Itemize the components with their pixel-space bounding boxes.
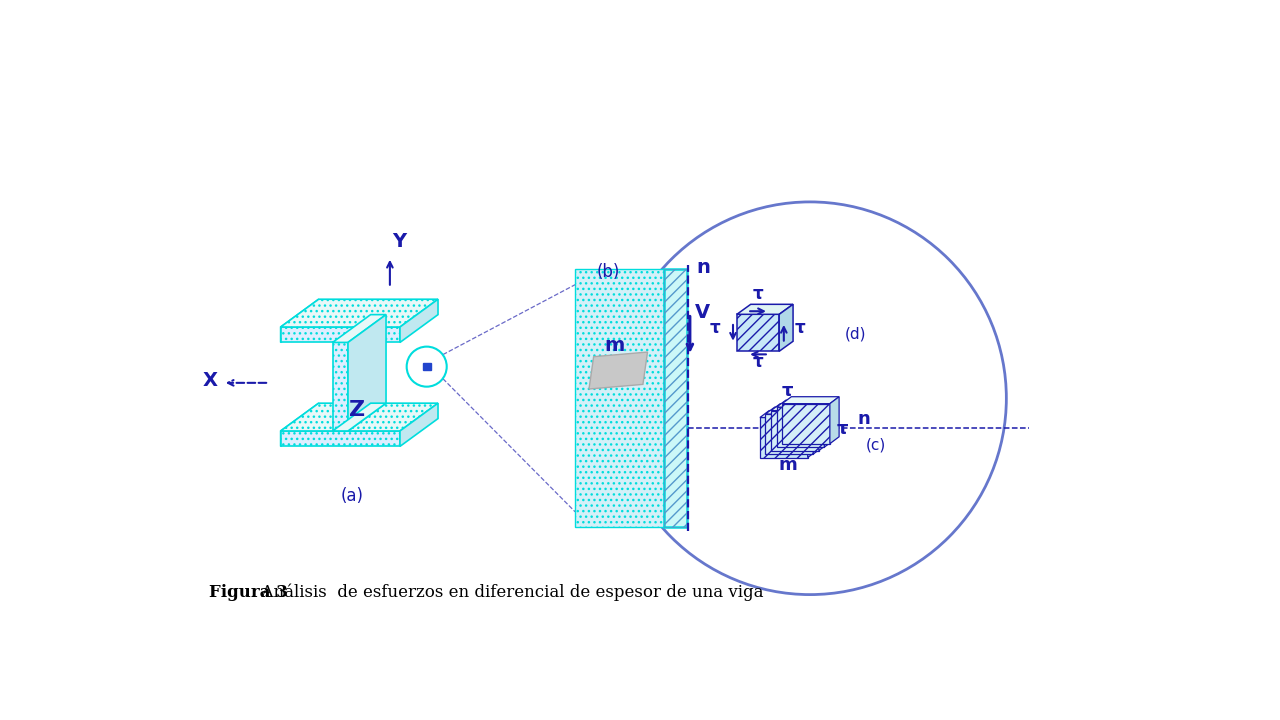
Text: m: m — [604, 336, 625, 354]
Text: Z: Z — [349, 400, 365, 420]
Polygon shape — [813, 407, 823, 454]
Text: (b): (b) — [596, 263, 620, 281]
Text: n: n — [696, 258, 710, 277]
Polygon shape — [280, 300, 319, 343]
Text: τ: τ — [753, 353, 763, 371]
Polygon shape — [737, 315, 780, 351]
Polygon shape — [333, 403, 387, 431]
Polygon shape — [765, 414, 813, 454]
Polygon shape — [824, 400, 833, 447]
Polygon shape — [399, 300, 438, 343]
Polygon shape — [399, 403, 438, 446]
Bar — [422, 363, 430, 371]
Bar — [575, 269, 664, 527]
Polygon shape — [771, 404, 828, 410]
Polygon shape — [771, 410, 819, 451]
Polygon shape — [777, 400, 833, 407]
Text: τ: τ — [837, 420, 849, 438]
Polygon shape — [819, 404, 828, 451]
Bar — [664, 269, 687, 527]
Text: m: m — [778, 456, 797, 474]
Text: τ: τ — [709, 319, 719, 337]
Polygon shape — [777, 407, 824, 447]
Bar — [664, 269, 687, 527]
Polygon shape — [780, 305, 794, 351]
Text: τ: τ — [753, 285, 763, 303]
Polygon shape — [808, 410, 817, 457]
Polygon shape — [782, 404, 829, 444]
Text: Y: Y — [392, 233, 406, 251]
Polygon shape — [280, 300, 438, 327]
Polygon shape — [782, 397, 840, 404]
Text: X: X — [202, 371, 218, 390]
Text: (d): (d) — [845, 327, 867, 342]
Text: (c): (c) — [865, 438, 886, 453]
Polygon shape — [589, 352, 648, 389]
Polygon shape — [280, 403, 319, 446]
Text: n: n — [858, 410, 870, 428]
Polygon shape — [760, 410, 817, 418]
Polygon shape — [333, 315, 387, 343]
Circle shape — [407, 346, 447, 387]
Text: V: V — [695, 302, 709, 322]
Polygon shape — [280, 403, 438, 431]
Polygon shape — [333, 343, 348, 431]
Text: . Análisis  de esfuerzos en diferencial de espesor de una viga: . Análisis de esfuerzos en diferencial d… — [251, 583, 764, 600]
Polygon shape — [737, 305, 794, 315]
Text: (a): (a) — [340, 487, 364, 505]
Polygon shape — [765, 407, 823, 414]
Polygon shape — [280, 431, 399, 446]
Polygon shape — [829, 397, 840, 444]
Polygon shape — [760, 418, 808, 457]
Text: τ: τ — [782, 382, 794, 400]
Text: τ: τ — [795, 319, 805, 337]
Circle shape — [613, 202, 1006, 595]
Text: Figura 3: Figura 3 — [210, 584, 288, 600]
Polygon shape — [348, 315, 387, 431]
Polygon shape — [280, 327, 399, 343]
